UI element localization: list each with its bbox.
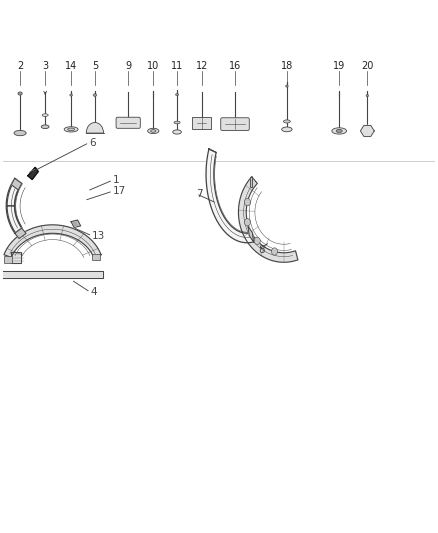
Text: 9: 9 xyxy=(125,61,131,71)
Ellipse shape xyxy=(174,121,180,124)
Text: 19: 19 xyxy=(333,61,345,71)
Polygon shape xyxy=(6,179,22,233)
Ellipse shape xyxy=(18,92,22,95)
Text: 5: 5 xyxy=(92,61,98,71)
Ellipse shape xyxy=(366,94,369,96)
Polygon shape xyxy=(4,225,101,257)
Polygon shape xyxy=(15,228,26,239)
Text: 12: 12 xyxy=(195,61,208,71)
Text: 6: 6 xyxy=(89,138,96,148)
Text: 16: 16 xyxy=(229,61,241,71)
Ellipse shape xyxy=(173,130,181,134)
Text: 8: 8 xyxy=(258,245,265,255)
Ellipse shape xyxy=(67,128,74,131)
Text: 13: 13 xyxy=(92,231,106,241)
Polygon shape xyxy=(7,179,22,206)
Polygon shape xyxy=(238,177,298,262)
Polygon shape xyxy=(73,222,78,227)
Text: 11: 11 xyxy=(171,61,183,71)
Polygon shape xyxy=(206,149,254,243)
Ellipse shape xyxy=(151,130,156,132)
Ellipse shape xyxy=(93,94,97,96)
Ellipse shape xyxy=(286,85,288,87)
Text: 2: 2 xyxy=(17,61,23,71)
Circle shape xyxy=(244,198,251,206)
Polygon shape xyxy=(360,125,374,136)
Polygon shape xyxy=(11,179,22,190)
Text: 10: 10 xyxy=(147,61,159,71)
Ellipse shape xyxy=(282,127,292,132)
Bar xyxy=(92,254,100,260)
Text: 7: 7 xyxy=(196,189,203,199)
Polygon shape xyxy=(7,206,22,233)
Ellipse shape xyxy=(64,127,78,132)
Ellipse shape xyxy=(176,93,179,95)
Ellipse shape xyxy=(148,128,159,134)
Ellipse shape xyxy=(332,128,346,134)
Ellipse shape xyxy=(41,125,49,128)
Text: 4: 4 xyxy=(91,287,97,297)
Ellipse shape xyxy=(336,130,342,133)
FancyBboxPatch shape xyxy=(221,118,249,131)
Polygon shape xyxy=(28,167,38,180)
Ellipse shape xyxy=(283,120,290,123)
Polygon shape xyxy=(11,252,21,263)
Polygon shape xyxy=(71,220,81,228)
Text: 14: 14 xyxy=(65,61,77,71)
Wedge shape xyxy=(86,123,103,133)
Text: 3: 3 xyxy=(42,61,48,71)
FancyBboxPatch shape xyxy=(116,117,140,128)
Polygon shape xyxy=(250,177,252,187)
Ellipse shape xyxy=(70,94,72,96)
Text: 17: 17 xyxy=(113,186,126,196)
Circle shape xyxy=(244,219,251,226)
Ellipse shape xyxy=(42,114,48,116)
Polygon shape xyxy=(2,271,103,278)
Text: 20: 20 xyxy=(361,61,374,71)
Text: 1: 1 xyxy=(113,175,120,185)
Bar xyxy=(4,256,12,263)
Circle shape xyxy=(254,237,260,245)
Ellipse shape xyxy=(14,131,26,136)
Bar xyxy=(192,117,211,129)
Text: 18: 18 xyxy=(281,61,293,71)
Polygon shape xyxy=(248,226,254,242)
Circle shape xyxy=(272,248,278,255)
